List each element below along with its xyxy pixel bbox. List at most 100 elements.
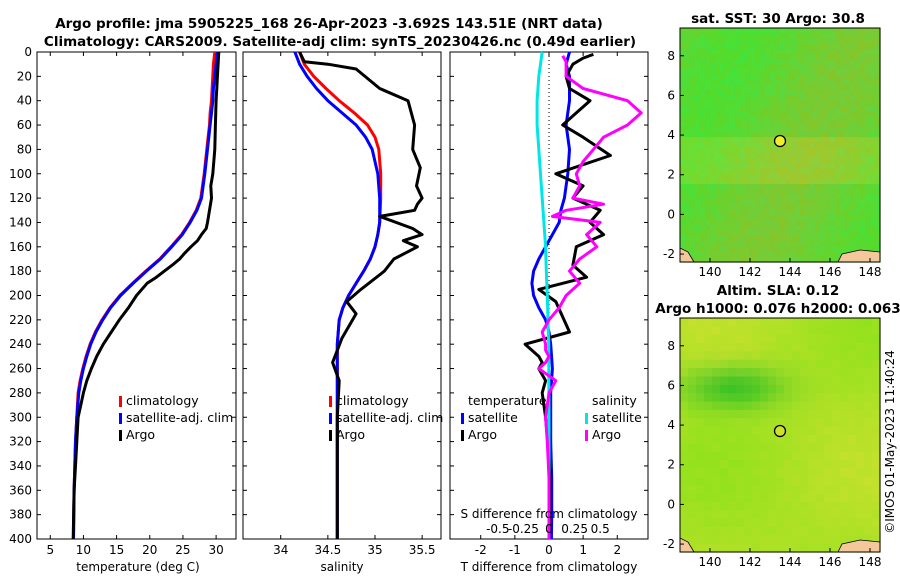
sst-map-cell <box>830 121 836 128</box>
sst-map-cell <box>735 178 741 185</box>
sla-map-cell <box>832 343 841 353</box>
sla-map-cell <box>840 376 849 386</box>
sst-map-cell <box>715 111 721 117</box>
sla-map-cell <box>784 409 793 419</box>
sla-map-cell <box>800 351 809 361</box>
sla-map-cell <box>712 318 721 327</box>
sst-map-cell <box>820 121 826 128</box>
sst-map-cell <box>875 173 881 180</box>
sst-map-cell <box>825 246 831 253</box>
sla-map-cell <box>688 443 697 453</box>
sst-map-cell <box>840 168 846 175</box>
sst-map-cell <box>700 158 706 164</box>
sla-map-cell <box>800 526 809 536</box>
sla-map-cell <box>864 326 873 336</box>
sla-map-cell <box>680 443 689 453</box>
sla-map-cell <box>712 384 721 394</box>
sst-map-cell <box>795 64 801 71</box>
sst-map-cell <box>690 74 696 81</box>
sla-map-cell <box>776 501 785 511</box>
sst-map-cell <box>685 100 691 107</box>
sst-map-cell <box>860 137 866 143</box>
sst-map-cell <box>750 241 756 247</box>
sst-map-cell <box>815 184 821 190</box>
sla-map-cell <box>784 485 793 495</box>
sla-map-cell <box>744 359 753 369</box>
sst-map-cell <box>835 126 841 133</box>
sst-map-cell <box>710 178 716 185</box>
sla-map-cell <box>752 518 761 528</box>
sla-map-cell <box>800 359 809 369</box>
sst-map-cell <box>825 220 831 227</box>
sst-map-cell <box>810 168 816 175</box>
sst-map-cell <box>870 236 876 242</box>
sla-map-cell <box>744 418 753 428</box>
sla-map-cell <box>832 418 841 428</box>
sst-map-cell <box>745 256 751 263</box>
sla-map-cell <box>744 476 753 486</box>
sst-map-cell <box>700 111 706 117</box>
sst-map-cell <box>755 90 761 97</box>
sla-map-cell <box>872 460 881 470</box>
sst-map-cell <box>835 106 841 112</box>
sst-map-cell <box>685 189 691 195</box>
sla-map-cell <box>704 384 713 394</box>
sst-map-cell <box>855 74 861 81</box>
sst-map-cell <box>840 199 846 206</box>
sst-map-cell <box>865 90 871 97</box>
sla-map-cell <box>824 334 833 344</box>
sla-map-cell <box>680 451 689 461</box>
sst-map-cell <box>705 189 711 195</box>
sla-map-cell <box>800 460 809 470</box>
sla-map-cell <box>680 501 689 511</box>
sst-map-cell <box>805 69 811 76</box>
sst-map-cell <box>755 251 761 258</box>
sla-map-cell <box>872 443 881 453</box>
sla-map-cell <box>840 510 849 520</box>
sla-map-cell <box>848 493 857 503</box>
sst-map-cell <box>810 142 816 149</box>
sst-map-cell <box>875 111 881 117</box>
sla-map-cell <box>872 468 881 478</box>
sst-map-cell <box>850 184 856 190</box>
sst-map-cell <box>750 256 756 263</box>
sst-map-cell <box>735 163 741 169</box>
sst-map-cell <box>840 220 846 227</box>
legend-swatch <box>329 430 332 441</box>
sst-map-cell <box>720 33 726 39</box>
sla-map-cell <box>816 493 825 503</box>
sst-map-cell <box>830 64 836 71</box>
sla-map-cell <box>688 351 697 361</box>
sla-map-cell <box>808 476 817 486</box>
sla-map-cell <box>744 384 753 394</box>
sst-map-cell <box>730 38 736 45</box>
sst-map-cell <box>755 80 761 86</box>
sst-map-cell <box>770 48 776 55</box>
sst-map-cell <box>750 106 756 112</box>
sla-map-cell <box>696 485 705 495</box>
sst-map-cell <box>855 184 861 190</box>
sla-map-cell <box>776 476 785 486</box>
sst-map-cell <box>830 33 836 39</box>
sst-map-cell <box>680 126 686 133</box>
imos-watermark: ©IMOS 01-May-2023 11:40:24 <box>883 350 897 534</box>
sst-map-cell <box>830 210 836 216</box>
sst-map-cell <box>815 220 821 227</box>
sst-map-cell <box>695 85 701 91</box>
sst-map-cell <box>745 90 751 97</box>
sla-map-cell <box>848 384 857 394</box>
sst-map-cell <box>755 43 761 50</box>
sst-map-cell <box>745 54 751 60</box>
sst-map-cell <box>685 95 691 102</box>
sst-map-cell <box>800 184 806 190</box>
sst-map-cell <box>875 69 881 76</box>
sst-map-cell <box>745 69 751 76</box>
sst-map-cell <box>765 90 771 97</box>
sla-map-cell <box>848 418 857 428</box>
sla-map-cell <box>680 376 689 386</box>
legend-label: climatology <box>336 393 409 408</box>
sla-map-cell <box>680 401 689 411</box>
sst-map-cell <box>835 189 841 195</box>
sst-map-cell <box>755 256 761 263</box>
